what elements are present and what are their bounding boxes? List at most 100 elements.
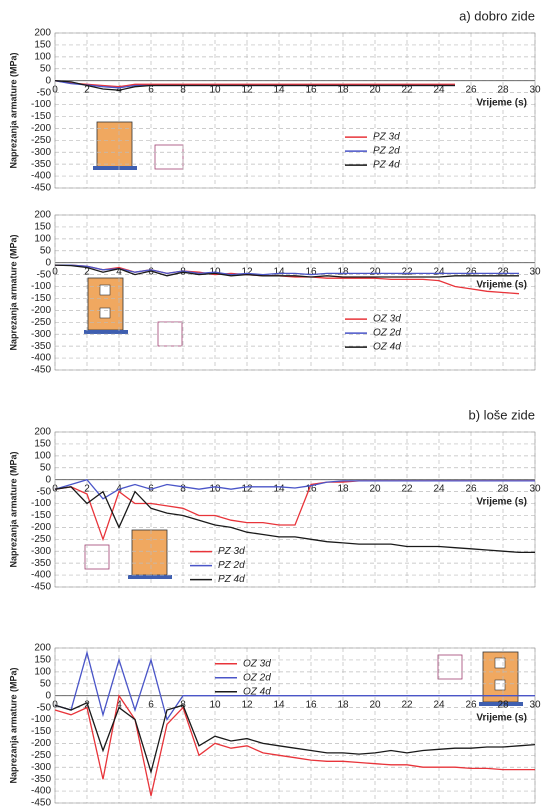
plot-frame xyxy=(54,32,536,189)
x-tick-label: 20 xyxy=(369,699,381,710)
y-tick-label: 50 xyxy=(40,63,52,74)
x-tick-label: 4 xyxy=(116,266,122,277)
y-tick-label: 200 xyxy=(34,427,51,438)
y-tick-label: -50 xyxy=(37,87,52,98)
x-tick-label: 28 xyxy=(497,84,509,95)
y-tick-label: -350 xyxy=(31,774,51,785)
y-tick-label: -50 xyxy=(37,269,52,280)
y-tick-label: -150 xyxy=(31,726,51,737)
x-tick-label: 26 xyxy=(465,266,477,277)
x-tick-label: 22 xyxy=(401,84,413,95)
y-tick-label: -300 xyxy=(31,762,51,773)
y-tick-label: -400 xyxy=(31,353,51,364)
x-tick-label: 2 xyxy=(84,483,90,494)
plot-frame xyxy=(54,431,536,588)
plot-frame xyxy=(54,214,536,371)
legend-label: PZ 3d xyxy=(373,132,400,143)
y-tick-label: -350 xyxy=(31,159,51,170)
x-tick-label: 28 xyxy=(497,266,509,277)
x-tick-label: 16 xyxy=(305,84,317,95)
x-tick-label: 8 xyxy=(180,483,186,494)
y-tick-label: -300 xyxy=(31,329,51,340)
x-tick-label: 24 xyxy=(433,266,445,277)
legend-label: OZ 2d xyxy=(243,672,271,683)
series-line xyxy=(55,264,519,276)
x-tick-label: 16 xyxy=(305,266,317,277)
y-tick-label: -250 xyxy=(31,750,51,761)
x-tick-label: 12 xyxy=(241,266,253,277)
x-tick-label: 22 xyxy=(401,699,413,710)
x-tick-label: 18 xyxy=(337,266,349,277)
y-tick-label: 0 xyxy=(45,690,51,701)
series-line xyxy=(54,80,455,88)
x-tick-label: 22 xyxy=(401,483,413,494)
x-tick-label: 22 xyxy=(401,266,413,277)
y-tick-label: -400 xyxy=(31,570,51,581)
y-tick-label: -150 xyxy=(31,111,51,122)
x-tick-label: 8 xyxy=(180,84,186,95)
x-tick-label: 12 xyxy=(241,483,253,494)
y-tick-label: 150 xyxy=(34,222,51,233)
section-title: a) dobro zide xyxy=(459,8,535,23)
y-tick-label: -250 xyxy=(31,135,51,146)
legend-label: PZ 2d xyxy=(218,560,245,571)
y-tick-label: -400 xyxy=(31,786,51,797)
y-axis-label: Naprezanja armature (MPa) xyxy=(8,234,18,350)
x-tick-label: 16 xyxy=(305,483,317,494)
series-line xyxy=(54,650,535,722)
x-tick-label: 26 xyxy=(465,84,477,95)
x-tick-label: 26 xyxy=(465,483,477,494)
series-line xyxy=(54,80,455,91)
y-tick-label: -250 xyxy=(31,534,51,545)
y-tick-label: 150 xyxy=(34,439,51,450)
x-axis-label: Vrijeme (s) xyxy=(476,97,527,108)
x-tick-label: 18 xyxy=(337,84,349,95)
x-tick-label: 28 xyxy=(497,699,509,710)
y-tick-label: 0 xyxy=(45,257,51,268)
y-tick-label: -250 xyxy=(31,317,51,328)
legend-label: OZ 4d xyxy=(243,686,271,697)
y-tick-label: 150 xyxy=(34,655,51,666)
x-tick-label: 10 xyxy=(209,699,221,710)
x-tick-label: 20 xyxy=(369,84,381,95)
legend-label: PZ 4d xyxy=(218,574,245,585)
y-tick-label: -450 xyxy=(31,798,51,809)
x-axis-label: Vrijeme (s) xyxy=(476,496,527,507)
x-tick-label: 4 xyxy=(116,699,122,710)
y-tick-label: -350 xyxy=(31,341,51,352)
legend-label: PZ 2d xyxy=(373,146,400,157)
x-tick-label: 12 xyxy=(241,84,253,95)
y-tick-label: 50 xyxy=(40,245,52,256)
series-line xyxy=(54,701,536,775)
y-tick-label: 200 xyxy=(34,28,51,39)
x-tick-label: 6 xyxy=(148,699,154,710)
y-tick-label: -400 xyxy=(31,171,51,182)
legend-label: OZ 3d xyxy=(243,658,271,669)
x-tick-label: 2 xyxy=(84,266,90,277)
y-tick-label: -350 xyxy=(31,558,51,569)
x-tick-label: 18 xyxy=(337,483,349,494)
y-axis-label: Naprezanja armature (MPa) xyxy=(8,667,18,783)
y-tick-label: -300 xyxy=(31,147,51,158)
legend-label: PZ 3d xyxy=(218,546,245,557)
x-tick-label: 10 xyxy=(209,483,221,494)
y-tick-label: -450 xyxy=(31,183,51,194)
y-tick-label: -50 xyxy=(37,486,52,497)
y-tick-label: 150 xyxy=(34,40,51,51)
legend-label: OZ 3d xyxy=(373,314,401,325)
legend-label: OZ 2d xyxy=(373,328,401,339)
y-tick-label: 100 xyxy=(34,233,51,244)
y-tick-label: -200 xyxy=(31,738,51,749)
y-tick-label: -100 xyxy=(31,714,51,725)
y-tick-label: 0 xyxy=(45,474,51,485)
series-line xyxy=(54,694,535,796)
x-tick-label: 24 xyxy=(433,483,445,494)
y-tick-label: -200 xyxy=(31,123,51,134)
x-tick-label: 6 xyxy=(148,84,154,95)
y-tick-label: 200 xyxy=(34,643,51,654)
legend-label: OZ 4d xyxy=(373,342,401,353)
x-tick-label: 24 xyxy=(433,699,445,710)
x-tick-label: 2 xyxy=(84,84,90,95)
x-tick-label: 18 xyxy=(337,699,349,710)
